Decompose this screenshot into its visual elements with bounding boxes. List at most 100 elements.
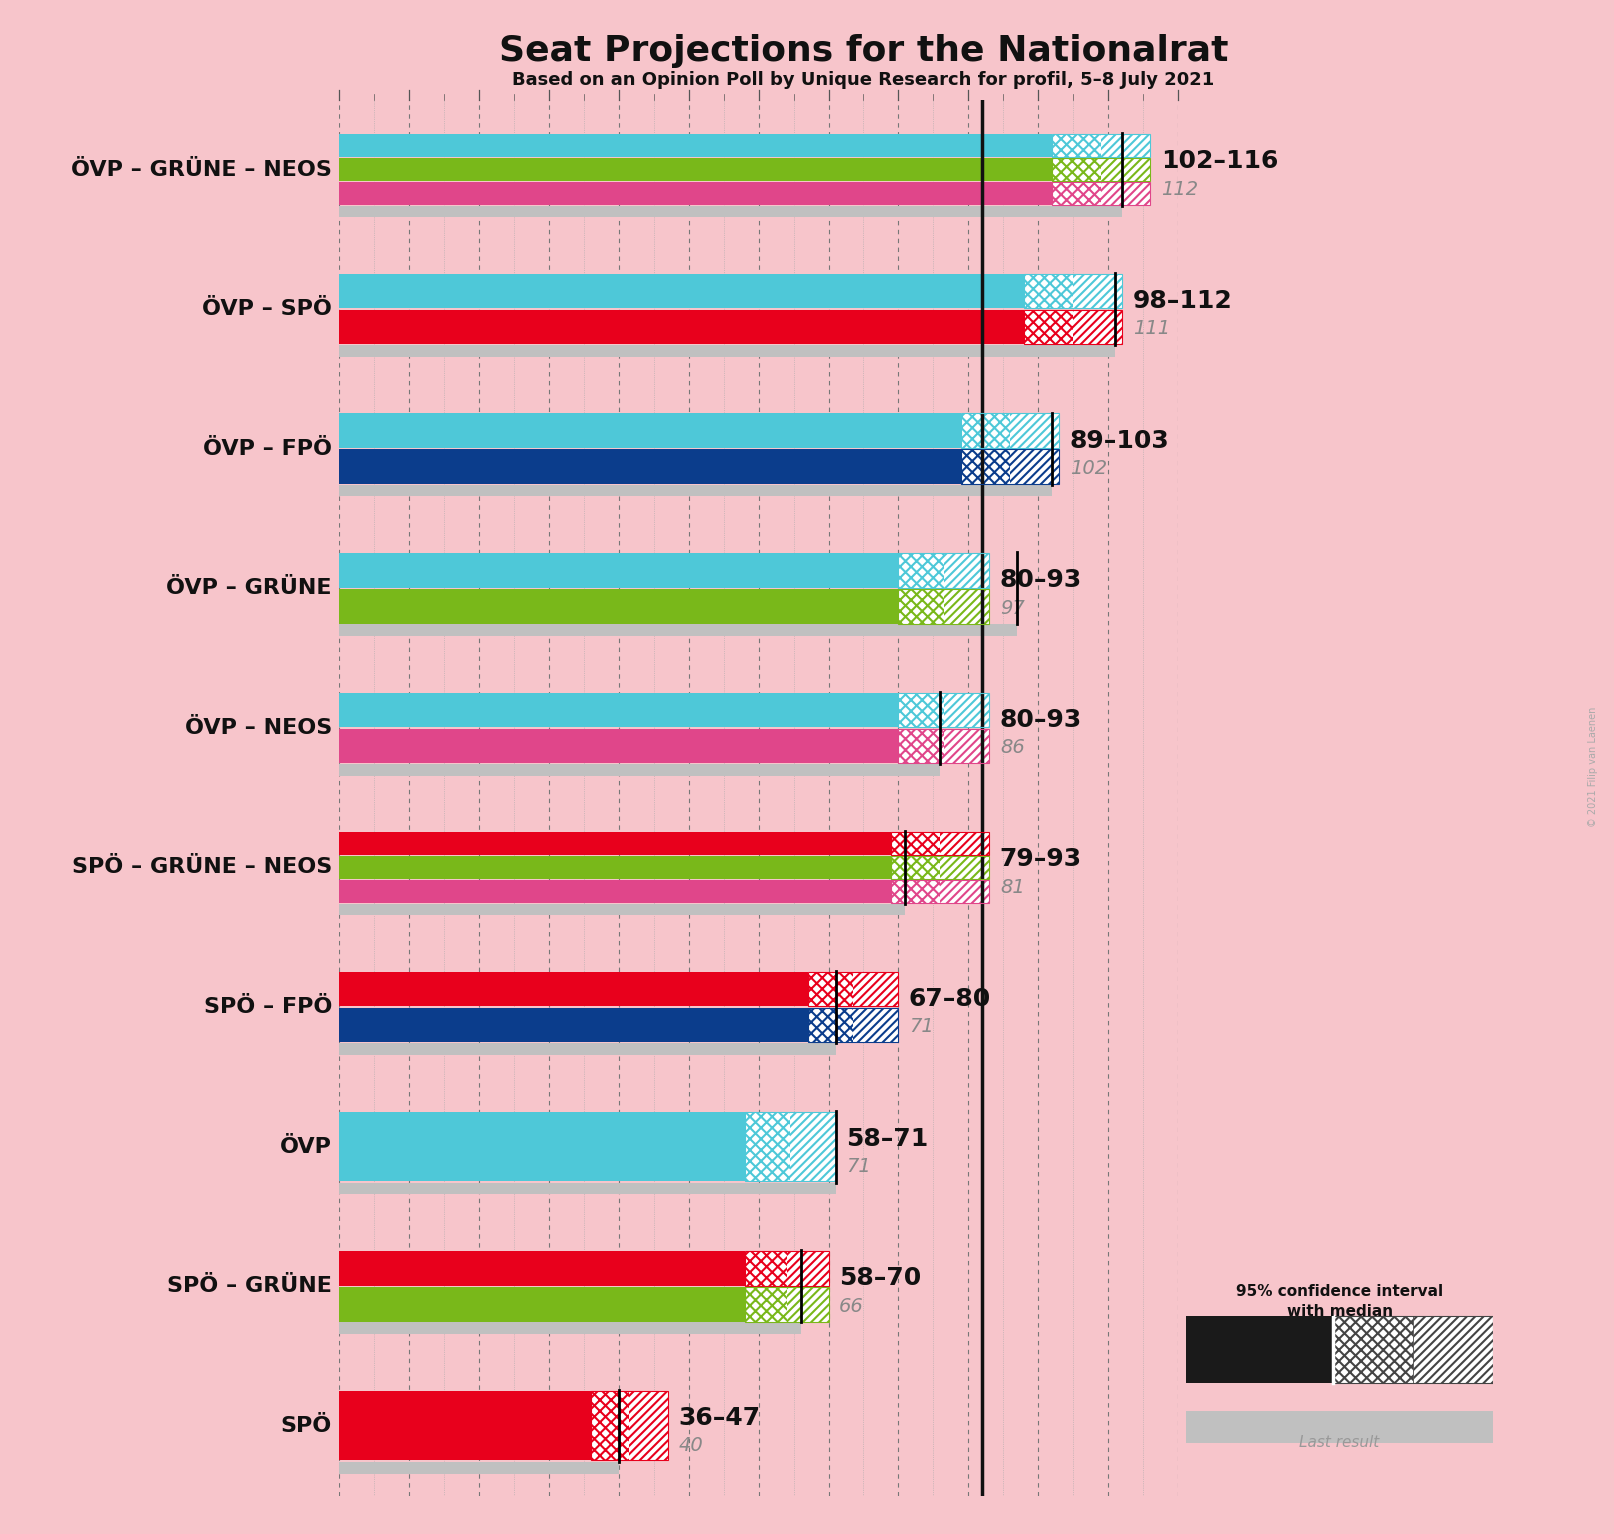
Bar: [891, 856, 989, 879]
Text: 112: 112: [1160, 179, 1198, 199]
Text: 67–80: 67–80: [909, 986, 991, 1011]
Text: 58–70: 58–70: [839, 1266, 922, 1290]
Bar: [1025, 273, 1122, 308]
Bar: [941, 856, 989, 879]
Bar: [339, 881, 891, 904]
Bar: [1073, 273, 1122, 308]
Bar: [591, 1391, 629, 1460]
Text: © 2021 Filip van Laenen: © 2021 Filip van Laenen: [1588, 707, 1598, 827]
Bar: [339, 485, 1052, 497]
Bar: [339, 273, 1025, 308]
Bar: [339, 1112, 744, 1181]
Bar: [1052, 183, 1151, 206]
Bar: [807, 971, 899, 1006]
Bar: [744, 1250, 828, 1285]
Bar: [786, 1250, 828, 1285]
Text: ÖVP – SPÖ: ÖVP – SPÖ: [202, 299, 332, 319]
Bar: [744, 1250, 786, 1285]
Bar: [1025, 310, 1122, 345]
Bar: [1333, 1316, 1414, 1384]
Bar: [1101, 133, 1151, 156]
Text: SPÖ – FPÖ: SPÖ – FPÖ: [203, 997, 332, 1017]
Text: 81: 81: [1001, 877, 1025, 897]
Bar: [899, 589, 944, 624]
Text: Last result: Last result: [1299, 1434, 1380, 1450]
Bar: [962, 449, 1059, 485]
Bar: [339, 831, 891, 854]
Bar: [339, 413, 962, 448]
Bar: [891, 831, 989, 854]
Bar: [1010, 449, 1059, 485]
Bar: [339, 1250, 744, 1285]
Text: 80–93: 80–93: [1001, 707, 1081, 732]
Bar: [339, 1391, 591, 1460]
Bar: [339, 552, 899, 588]
Text: 97: 97: [1001, 598, 1025, 618]
Bar: [941, 881, 989, 904]
Bar: [339, 1183, 836, 1195]
Bar: [941, 831, 989, 854]
Bar: [1101, 183, 1151, 206]
Text: 89–103: 89–103: [1070, 428, 1170, 453]
Bar: [962, 413, 1010, 448]
Bar: [807, 1008, 852, 1043]
Bar: [944, 729, 989, 764]
Text: SPÖ – GRÜNE: SPÖ – GRÜNE: [168, 1276, 332, 1296]
Bar: [899, 552, 944, 588]
Text: 71: 71: [909, 1017, 935, 1037]
Bar: [744, 1287, 828, 1322]
Bar: [339, 764, 941, 776]
Bar: [1414, 1316, 1493, 1384]
Text: 111: 111: [1133, 319, 1170, 339]
Text: 36–47: 36–47: [678, 1405, 760, 1430]
Bar: [1025, 310, 1073, 345]
Bar: [1101, 158, 1151, 181]
Text: 102: 102: [1070, 459, 1107, 479]
Bar: [339, 971, 807, 1006]
Bar: [852, 971, 899, 1006]
Bar: [339, 183, 1052, 206]
Bar: [1052, 158, 1101, 181]
Bar: [891, 881, 941, 904]
Bar: [744, 1112, 836, 1181]
Bar: [786, 1287, 828, 1322]
Text: ÖVP – FPÖ: ÖVP – FPÖ: [203, 439, 332, 459]
Text: 102–116: 102–116: [1160, 149, 1278, 173]
Bar: [807, 971, 852, 1006]
Bar: [1025, 273, 1073, 308]
Bar: [944, 692, 989, 727]
Bar: [962, 413, 1059, 448]
Bar: [1073, 310, 1122, 345]
Text: Seat Projections for the Nationalrat: Seat Projections for the Nationalrat: [499, 34, 1228, 67]
Text: 66: 66: [839, 1296, 863, 1316]
Text: SPÖ – GRÜNE – NEOS: SPÖ – GRÜNE – NEOS: [71, 858, 332, 877]
Bar: [744, 1287, 786, 1322]
Text: SPÖ: SPÖ: [281, 1416, 332, 1436]
Bar: [1010, 413, 1059, 448]
Text: 79–93: 79–93: [1001, 847, 1081, 871]
Bar: [744, 1112, 791, 1181]
Bar: [891, 881, 989, 904]
Bar: [944, 589, 989, 624]
Bar: [852, 1008, 899, 1043]
Bar: [899, 589, 989, 624]
Bar: [1052, 183, 1101, 206]
Bar: [791, 1112, 836, 1181]
Text: 71: 71: [846, 1157, 872, 1177]
Bar: [591, 1391, 668, 1460]
Bar: [339, 310, 1025, 345]
Bar: [339, 856, 891, 879]
Bar: [944, 552, 989, 588]
Bar: [899, 552, 989, 588]
Bar: [339, 133, 1052, 156]
Bar: [339, 729, 899, 764]
Bar: [339, 1287, 744, 1322]
Text: 58–71: 58–71: [846, 1126, 928, 1150]
Text: 95% confidence interval
with median: 95% confidence interval with median: [1236, 1284, 1443, 1319]
Bar: [339, 449, 962, 485]
Bar: [807, 1008, 899, 1043]
Bar: [1186, 1411, 1493, 1443]
Bar: [339, 904, 905, 916]
Bar: [1052, 133, 1101, 156]
Bar: [339, 345, 1115, 357]
